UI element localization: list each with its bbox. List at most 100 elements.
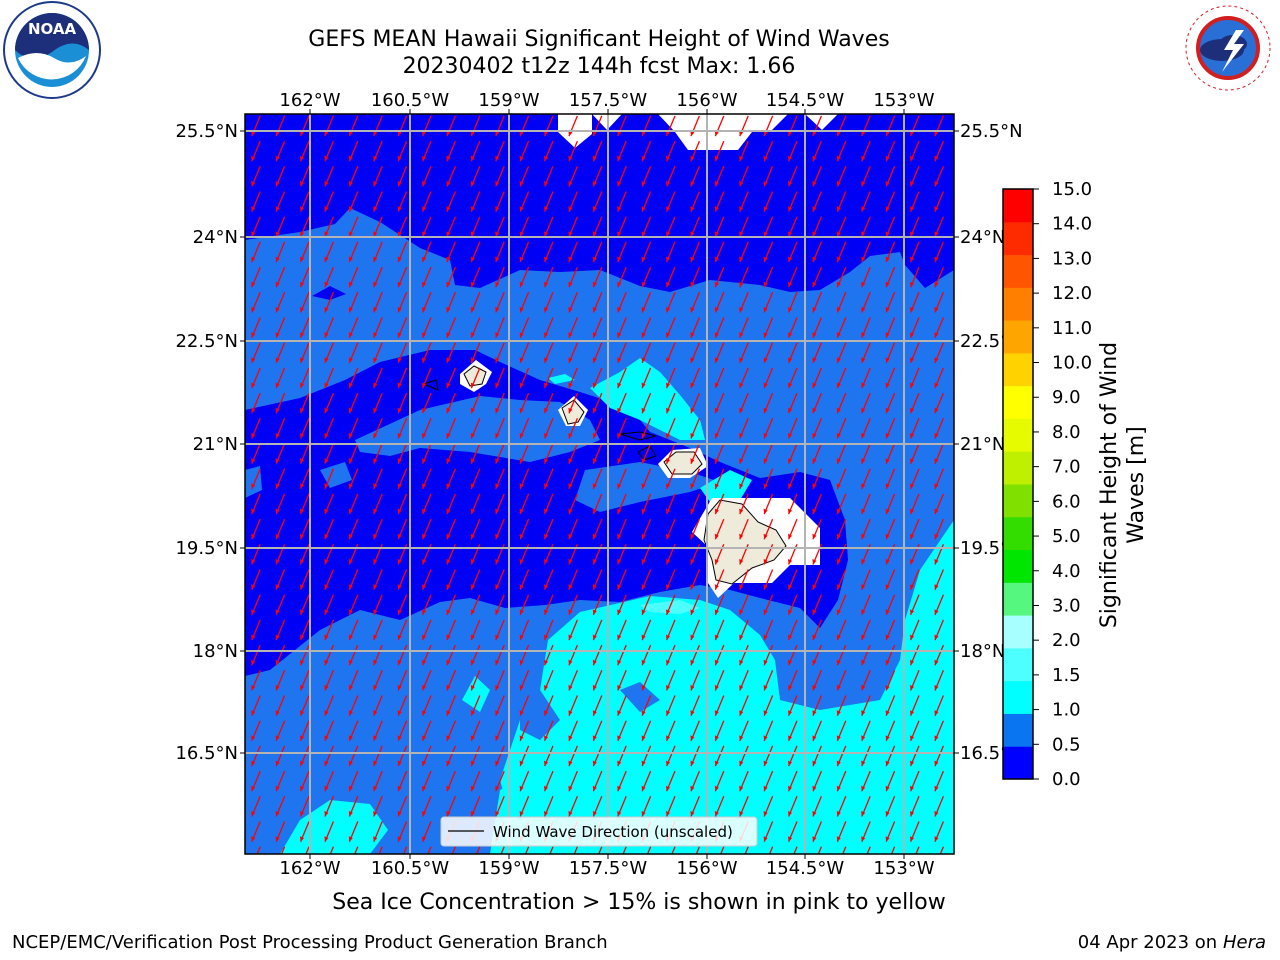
wave-arrow-head: [934, 836, 939, 842]
wave-arrow-head: [592, 433, 597, 439]
wave-arrow: [671, 846, 676, 854]
wave-arrow-head: [251, 685, 256, 691]
wave-arrow-head: [470, 735, 475, 741]
lon-ticks-bottom: 162°W 160.5°W 159°W 157.5°W 156°W 154.5°W 153°…: [279, 854, 935, 879]
wave-arrow-head: [885, 206, 890, 212]
wave-arrow-head: [568, 559, 573, 565]
wave-arrow-head: [861, 181, 866, 187]
wave-arrow-head: [470, 357, 475, 363]
wave-arrow-head: [544, 307, 548, 313]
wave-arrow-head: [324, 483, 329, 489]
wave-arrow-head: [666, 458, 670, 464]
wave-arrow-head: [861, 685, 866, 691]
wave-arrow-head: [617, 281, 622, 288]
wave-arrow-head: [910, 206, 914, 212]
wave-arrow-head: [592, 634, 597, 641]
wave-arrow-head: [519, 634, 524, 641]
wave-arrow: [451, 846, 457, 854]
wave-arrow: [695, 846, 701, 854]
wave-arrow-head: [763, 231, 768, 237]
wave-arrow-head: [568, 382, 573, 389]
colorbar-tick-label: 0.0: [1052, 769, 1081, 790]
wave-arrow-head: [714, 332, 719, 338]
wave-arrow-head: [617, 634, 622, 641]
wave-arrow-head: [397, 433, 402, 439]
wave-arrow-head: [861, 458, 866, 464]
wave-arrow-head: [422, 685, 426, 691]
wave-arrow-head: [568, 281, 573, 288]
wave-arrow-head: [690, 483, 695, 489]
colorbar-tick-label: 4.0: [1052, 561, 1081, 582]
wave-arrow-head: [397, 407, 402, 414]
wave-arrow-head: [495, 659, 500, 666]
wave-arrow-head: [641, 433, 646, 439]
wave-arrow-head: [348, 811, 353, 817]
wave-arrow-head: [300, 735, 304, 741]
wave-arrow-head: [666, 181, 670, 187]
wave-arrow-head: [617, 559, 622, 565]
wave-arrow-head: [422, 760, 426, 767]
wave-arrow-head: [885, 659, 890, 666]
wave-arrow-head: [934, 155, 939, 162]
wave-arrow-head: [617, 433, 622, 439]
wave-arrow-head: [617, 357, 622, 363]
wave-arrow-head: [666, 407, 670, 414]
wave-arrow-head: [690, 407, 695, 414]
map-frame: [244, 113, 955, 855]
wave-arrow-head: [812, 533, 817, 540]
wave-arrow-head: [544, 609, 548, 615]
wave-arrow-head: [739, 332, 744, 338]
wave-arrow-head: [666, 231, 670, 237]
wave-arrow-head: [348, 609, 353, 615]
wave-arrow-head: [714, 433, 719, 439]
wave-arrow-head: [275, 458, 280, 464]
wave-arrow-head: [885, 407, 890, 414]
wave-arrow-head: [300, 357, 304, 363]
wave-arrow-head: [641, 659, 646, 666]
wave-arrow-head: [348, 155, 353, 162]
wave-arrow-head: [714, 281, 719, 288]
wave-arrow-head: [422, 836, 426, 842]
wave-arrow-head: [470, 811, 475, 817]
wave-arrow-head: [934, 281, 939, 288]
wave-arrow-head: [519, 458, 524, 464]
wave-arrow-head: [910, 382, 914, 389]
wave-arrow-head: [690, 760, 695, 767]
lon-tick-top-label: 157.5°W: [569, 90, 648, 111]
wave-arrow-head: [763, 155, 768, 162]
wave-arrow-head: [495, 433, 500, 439]
wave-arrow-head: [885, 382, 890, 389]
wave-arrow-head: [397, 206, 402, 212]
wave-arrow-head: [568, 256, 573, 263]
wave-arrow-head: [519, 735, 524, 741]
wave-arrow-head: [617, 483, 622, 489]
wave-arrow-head: [885, 508, 890, 515]
wave-arrow-head: [446, 357, 451, 363]
wave-arrow-head: [739, 685, 744, 691]
wave-arrow-head: [495, 407, 500, 414]
wave-arrow-head: [910, 281, 914, 288]
wave-arrow-head: [910, 785, 914, 792]
wave-arrow-head: [592, 307, 597, 313]
wave-arrow-head: [861, 811, 866, 817]
colorbar-tick-label: 2.0: [1052, 630, 1081, 651]
wave-arrow-head: [763, 508, 768, 515]
wave-arrow-head: [519, 332, 524, 338]
wave-arrow-head: [739, 533, 744, 540]
wave-arrow-head: [592, 382, 597, 389]
wave-arrow-head: [251, 861, 255, 867]
wave-arrow-head: [788, 206, 792, 212]
wave-arrow-head: [397, 559, 402, 565]
wave-arrow-head: [739, 811, 744, 817]
wave-arrow-head: [739, 785, 744, 792]
footer-date: 04 Apr 2023 on Hera: [1078, 932, 1266, 953]
wave-arrow-head: [934, 458, 939, 464]
wave-arrow-head: [446, 659, 451, 666]
wave-arrow-head: [861, 433, 866, 439]
wave-arrow-head: [519, 710, 524, 716]
wave-arrow-head: [251, 508, 256, 515]
colorbar-swatch: [1003, 516, 1033, 551]
lat-tick-left-label: 16.5°N: [175, 743, 238, 764]
wave-arrow-head: [568, 609, 573, 615]
wave-arrow-head: [617, 407, 622, 414]
